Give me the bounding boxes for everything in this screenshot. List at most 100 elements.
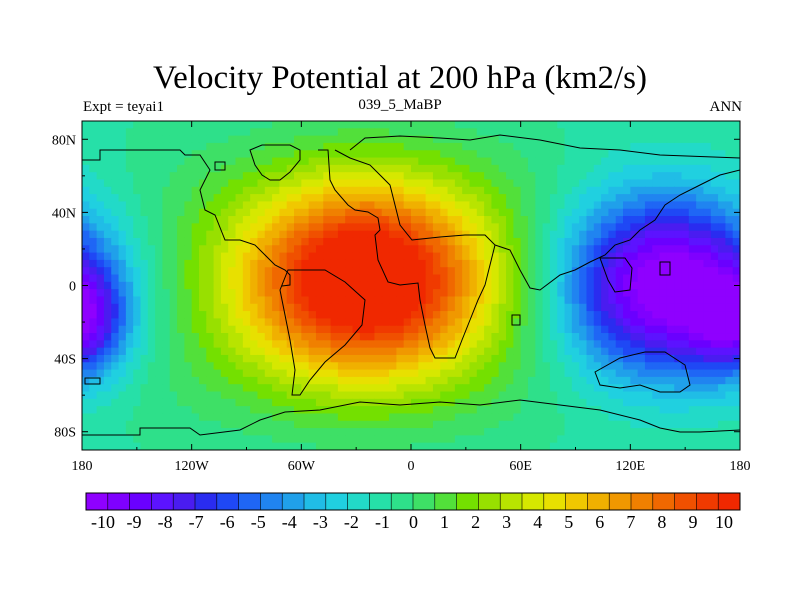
field-cell — [696, 135, 705, 144]
field-cell — [330, 369, 339, 378]
field-cell — [396, 413, 405, 422]
field-cell — [513, 135, 522, 144]
field-cell — [527, 428, 536, 436]
field-cell — [308, 150, 317, 159]
field-cell — [367, 201, 376, 210]
field-cell — [615, 208, 624, 217]
field-cell — [323, 333, 332, 341]
field-cell — [710, 398, 719, 407]
field-cell — [96, 267, 105, 276]
field-cell — [681, 303, 690, 312]
field-cell — [637, 354, 646, 363]
field-cell — [272, 303, 280, 312]
field-cell — [162, 259, 171, 268]
field-cell — [359, 318, 368, 327]
field-cell — [198, 230, 207, 239]
field-cell — [82, 230, 90, 239]
field-cell — [615, 230, 624, 239]
field-cell — [506, 354, 514, 363]
field-cell — [725, 150, 734, 159]
field-cell — [235, 164, 244, 173]
field-cell — [133, 150, 142, 159]
field-cell — [484, 179, 493, 188]
field-cell — [308, 164, 317, 173]
field-cell — [659, 325, 668, 334]
field-cell — [527, 289, 536, 298]
field-cell — [177, 347, 185, 356]
field-cell — [608, 428, 617, 436]
field-cell — [279, 318, 288, 327]
field-cell — [462, 391, 471, 400]
field-cell — [389, 333, 397, 341]
field-cell — [506, 333, 514, 341]
field-cell — [133, 121, 142, 129]
field-cell — [389, 413, 397, 422]
field-cell — [688, 325, 697, 334]
field-cell — [593, 135, 602, 144]
field-cell — [389, 376, 397, 385]
field-cell — [359, 216, 368, 224]
field-cell — [177, 164, 185, 173]
field-cell — [403, 369, 412, 378]
field-cell — [586, 406, 595, 415]
field-cell — [198, 274, 207, 283]
field-cell — [367, 121, 376, 129]
field-cell — [425, 237, 434, 246]
colorbar-label: -1 — [375, 512, 390, 532]
field-cell — [257, 442, 266, 450]
field-cell — [272, 311, 280, 319]
field-cell — [630, 179, 639, 188]
colorbar-label: 1 — [440, 512, 449, 532]
field-cell — [323, 296, 332, 305]
field-cell — [264, 281, 273, 290]
field-cell — [579, 442, 588, 450]
field-cell — [220, 406, 229, 415]
field-cell — [462, 398, 471, 407]
field-cell — [608, 333, 617, 341]
field-cell — [162, 194, 171, 203]
field-cell — [432, 128, 441, 137]
field-cell — [374, 245, 383, 254]
field-cell — [630, 164, 639, 173]
field-cell — [725, 128, 734, 137]
field-cell — [242, 259, 251, 268]
field-cell — [118, 384, 127, 393]
field-cell — [615, 194, 624, 203]
field-cell — [608, 150, 617, 159]
field-cell — [206, 347, 215, 356]
field-cell — [623, 157, 631, 166]
field-cell — [403, 428, 412, 436]
field-cell — [520, 121, 529, 129]
field-cell — [301, 318, 310, 327]
field-cell — [177, 318, 185, 327]
field-cell — [608, 340, 617, 349]
field-cell — [411, 442, 419, 450]
field-cell — [411, 179, 419, 188]
field-cell — [506, 311, 514, 319]
field-cell — [177, 362, 185, 371]
field-cell — [579, 150, 588, 159]
field-cell — [184, 194, 193, 203]
field-cell — [140, 435, 149, 444]
field-cell — [454, 333, 463, 341]
field-cell — [674, 245, 683, 254]
field-cell — [623, 303, 631, 312]
field-cell — [659, 442, 668, 450]
field-cell — [301, 340, 310, 349]
field-cell — [257, 172, 266, 181]
field-cell — [674, 186, 683, 195]
field-cell — [732, 274, 740, 283]
field-cell — [506, 267, 514, 276]
field-cell — [637, 325, 646, 334]
field-cell — [103, 354, 112, 363]
field-cell — [359, 150, 368, 159]
field-cell — [593, 333, 602, 341]
colorbar-swatch — [107, 493, 130, 510]
field-cell — [411, 150, 419, 159]
field-cell — [659, 369, 668, 378]
field-cell — [89, 354, 98, 363]
field-cell — [520, 340, 529, 349]
field-cell — [213, 201, 222, 210]
field-cell — [381, 420, 390, 429]
